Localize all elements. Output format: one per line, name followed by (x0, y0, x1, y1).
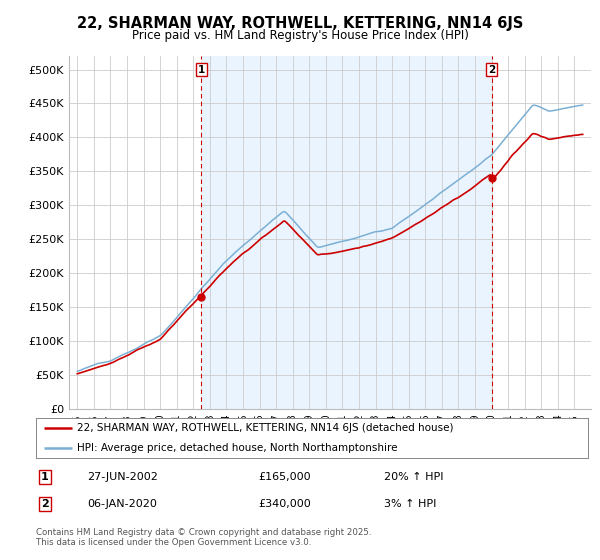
Bar (202, 56, 492, 409)
Text: Contains HM Land Registry data © Crown copyright and database right 2025.
This d: Contains HM Land Registry data © Crown c… (36, 528, 371, 547)
Text: 20% ↑ HPI: 20% ↑ HPI (384, 472, 443, 482)
Text: 1: 1 (198, 64, 205, 74)
Text: 2: 2 (41, 499, 49, 509)
Text: £165,000: £165,000 (258, 472, 311, 482)
Text: 27-JUN-2002: 27-JUN-2002 (87, 472, 158, 482)
Text: 22, SHARMAN WAY, ROTHWELL, KETTERING, NN14 6JS: 22, SHARMAN WAY, ROTHWELL, KETTERING, NN… (77, 16, 523, 31)
Text: £340,000: £340,000 (258, 499, 311, 509)
Text: 22, SHARMAN WAY, ROTHWELL, KETTERING, NN14 6JS (detached house): 22, SHARMAN WAY, ROTHWELL, KETTERING, NN… (77, 423, 454, 433)
Text: 2: 2 (488, 64, 496, 74)
Text: 06-JAN-2020: 06-JAN-2020 (87, 499, 157, 509)
Text: 3% ↑ HPI: 3% ↑ HPI (384, 499, 436, 509)
Text: HPI: Average price, detached house, North Northamptonshire: HPI: Average price, detached house, Nort… (77, 443, 398, 453)
Text: Price paid vs. HM Land Registry's House Price Index (HPI): Price paid vs. HM Land Registry's House … (131, 29, 469, 42)
Text: 1: 1 (41, 472, 49, 482)
